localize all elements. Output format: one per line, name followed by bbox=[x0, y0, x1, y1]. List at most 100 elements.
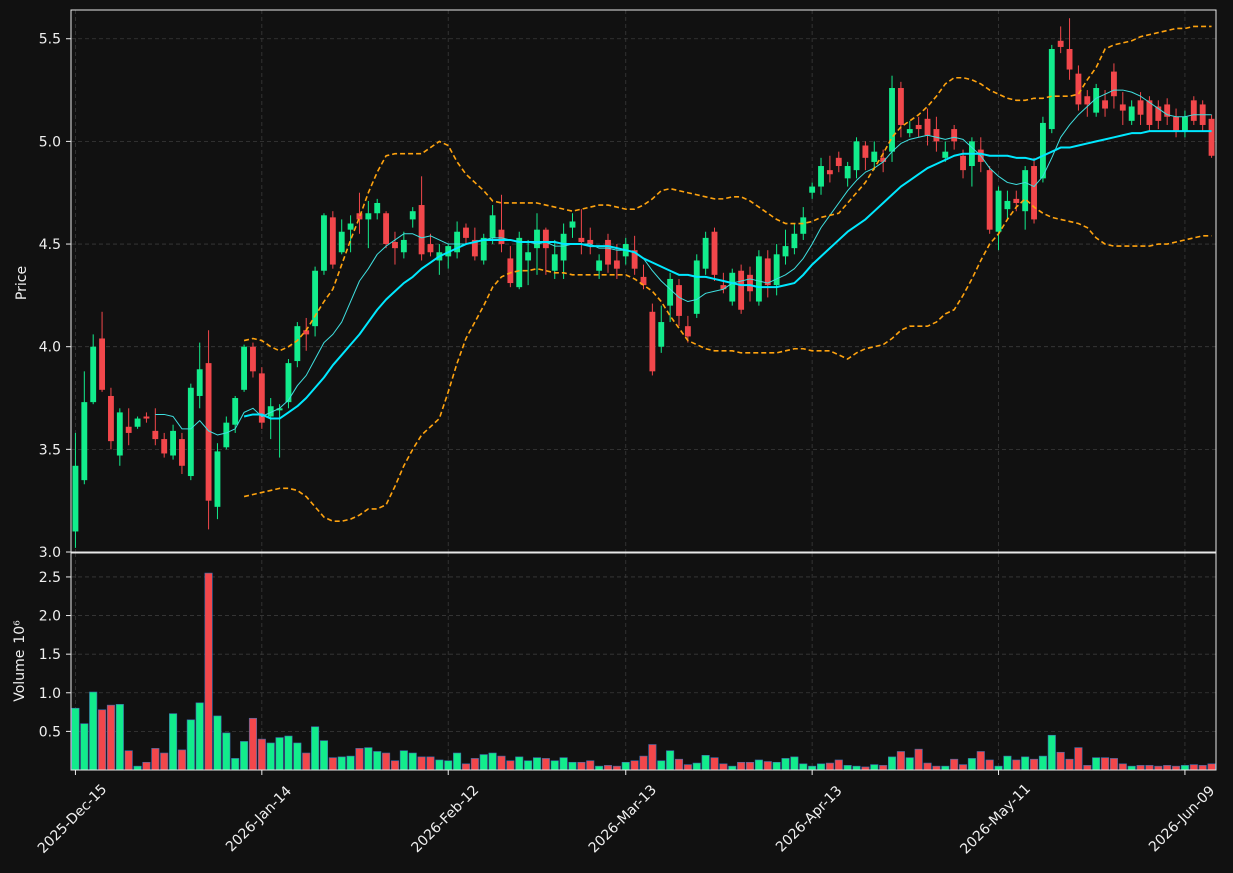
volume-bar bbox=[89, 691, 98, 771]
volume-bar bbox=[1003, 755, 1012, 771]
volume-bar bbox=[71, 707, 80, 771]
y-tick-label: 1.5 bbox=[39, 647, 61, 663]
volume-bar bbox=[719, 763, 728, 771]
volume-bar bbox=[1127, 765, 1136, 771]
volume-bar bbox=[213, 715, 222, 771]
candle-body bbox=[747, 274, 753, 292]
volume-bar bbox=[328, 757, 337, 771]
candle-body bbox=[409, 211, 416, 220]
candle-body bbox=[1190, 100, 1197, 121]
volume-bar bbox=[311, 726, 320, 771]
volume-bar bbox=[1074, 747, 1083, 771]
volume-bar bbox=[266, 742, 275, 771]
candle-body bbox=[826, 170, 833, 175]
candle-body bbox=[81, 402, 88, 481]
volume-bar bbox=[115, 704, 124, 771]
candle-body bbox=[596, 260, 603, 271]
candle-body bbox=[640, 276, 647, 286]
candle-body bbox=[507, 258, 514, 284]
volume-bar bbox=[639, 755, 648, 771]
candle-body bbox=[835, 157, 842, 167]
volume-bar bbox=[950, 758, 959, 771]
candle-body bbox=[1182, 116, 1188, 132]
candle-body bbox=[347, 223, 354, 230]
volume-bar bbox=[435, 759, 444, 771]
volume-bar bbox=[541, 758, 550, 771]
candle-body bbox=[383, 213, 390, 245]
volume-bar bbox=[275, 737, 284, 771]
candle-body bbox=[729, 272, 736, 302]
candle-body bbox=[1137, 100, 1144, 115]
candle-body bbox=[676, 285, 682, 316]
volume-bar bbox=[1198, 765, 1207, 771]
candle-body bbox=[1128, 106, 1135, 121]
candle-body bbox=[809, 186, 816, 193]
volume-bar bbox=[169, 713, 178, 771]
volume-bar bbox=[683, 764, 692, 771]
candle-body bbox=[489, 215, 496, 238]
candle-body bbox=[631, 250, 638, 269]
volume-bar bbox=[728, 765, 737, 771]
volume-bar bbox=[1154, 765, 1163, 771]
volume-bar bbox=[701, 755, 710, 771]
candle-body bbox=[1004, 200, 1011, 210]
volume-bar bbox=[1065, 758, 1074, 771]
volume-bar bbox=[914, 748, 923, 771]
candle-body bbox=[658, 322, 665, 347]
candle-body bbox=[214, 451, 221, 507]
volume-bar bbox=[470, 758, 479, 771]
volume-bar bbox=[754, 759, 763, 771]
candle-body bbox=[134, 418, 141, 427]
volume-bar bbox=[887, 756, 897, 771]
candle-body bbox=[471, 239, 478, 257]
volume-bar bbox=[657, 760, 666, 771]
volume-bar bbox=[461, 763, 471, 771]
volume-bar bbox=[985, 759, 994, 771]
volume-bar bbox=[364, 747, 373, 771]
volume-bar bbox=[621, 761, 630, 771]
candle-body bbox=[90, 346, 97, 403]
volume-bar bbox=[98, 709, 107, 771]
volume-bar bbox=[870, 764, 879, 771]
volume-bar bbox=[1136, 765, 1145, 771]
candle-body bbox=[187, 387, 194, 477]
y-tick-label: 4.5 bbox=[39, 237, 61, 253]
volume-bar bbox=[506, 760, 515, 771]
panel-frame bbox=[70, 9, 1217, 553]
volume-bar bbox=[994, 765, 1003, 771]
candle-body bbox=[773, 254, 780, 286]
volume-bar bbox=[896, 751, 905, 771]
volume-bar bbox=[177, 749, 186, 771]
volume-bar bbox=[382, 752, 391, 771]
candle-body bbox=[321, 215, 327, 271]
volume-bar bbox=[515, 756, 524, 771]
volume-bar bbox=[1038, 755, 1047, 771]
y-tick-label: 2.0 bbox=[39, 609, 61, 625]
volume-bar bbox=[808, 765, 817, 771]
line-series bbox=[155, 89, 1212, 436]
volume-axis-label: Volume 10⁶ bbox=[12, 620, 28, 702]
candle-body bbox=[587, 239, 594, 245]
volume-bar bbox=[976, 751, 985, 771]
price-axis-label: Price bbox=[14, 266, 30, 300]
volume-bar bbox=[577, 761, 586, 771]
volume-bar bbox=[559, 757, 568, 771]
volume-bar bbox=[772, 761, 781, 771]
volume-bar bbox=[879, 765, 888, 771]
y-tick-label: 2.5 bbox=[39, 570, 61, 586]
volume-bar bbox=[745, 761, 755, 771]
candle-body bbox=[179, 439, 185, 466]
candle-body bbox=[454, 231, 461, 253]
volume-bar bbox=[692, 762, 701, 771]
line-series bbox=[243, 130, 1212, 420]
candle-body bbox=[880, 157, 887, 162]
volume-bar bbox=[426, 756, 435, 771]
candle-body bbox=[99, 338, 105, 390]
candle-body bbox=[1110, 71, 1117, 97]
candle-body bbox=[889, 88, 895, 152]
volume-bar bbox=[1030, 758, 1039, 771]
volume-bar bbox=[674, 758, 684, 771]
candle-body bbox=[525, 252, 532, 261]
volume-bar bbox=[1092, 757, 1101, 771]
